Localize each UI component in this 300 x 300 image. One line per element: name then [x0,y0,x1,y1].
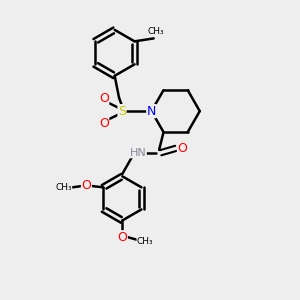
Text: S: S [118,105,126,118]
Text: HN: HN [130,148,146,158]
Text: O: O [99,92,109,105]
Text: CH₃: CH₃ [55,183,72,192]
Text: N: N [147,105,156,118]
Text: O: O [82,179,92,192]
Text: CH₃: CH₃ [137,237,154,246]
Text: O: O [99,117,109,130]
Text: O: O [117,231,127,244]
Text: O: O [178,142,187,155]
Text: CH₃: CH₃ [148,27,164,36]
